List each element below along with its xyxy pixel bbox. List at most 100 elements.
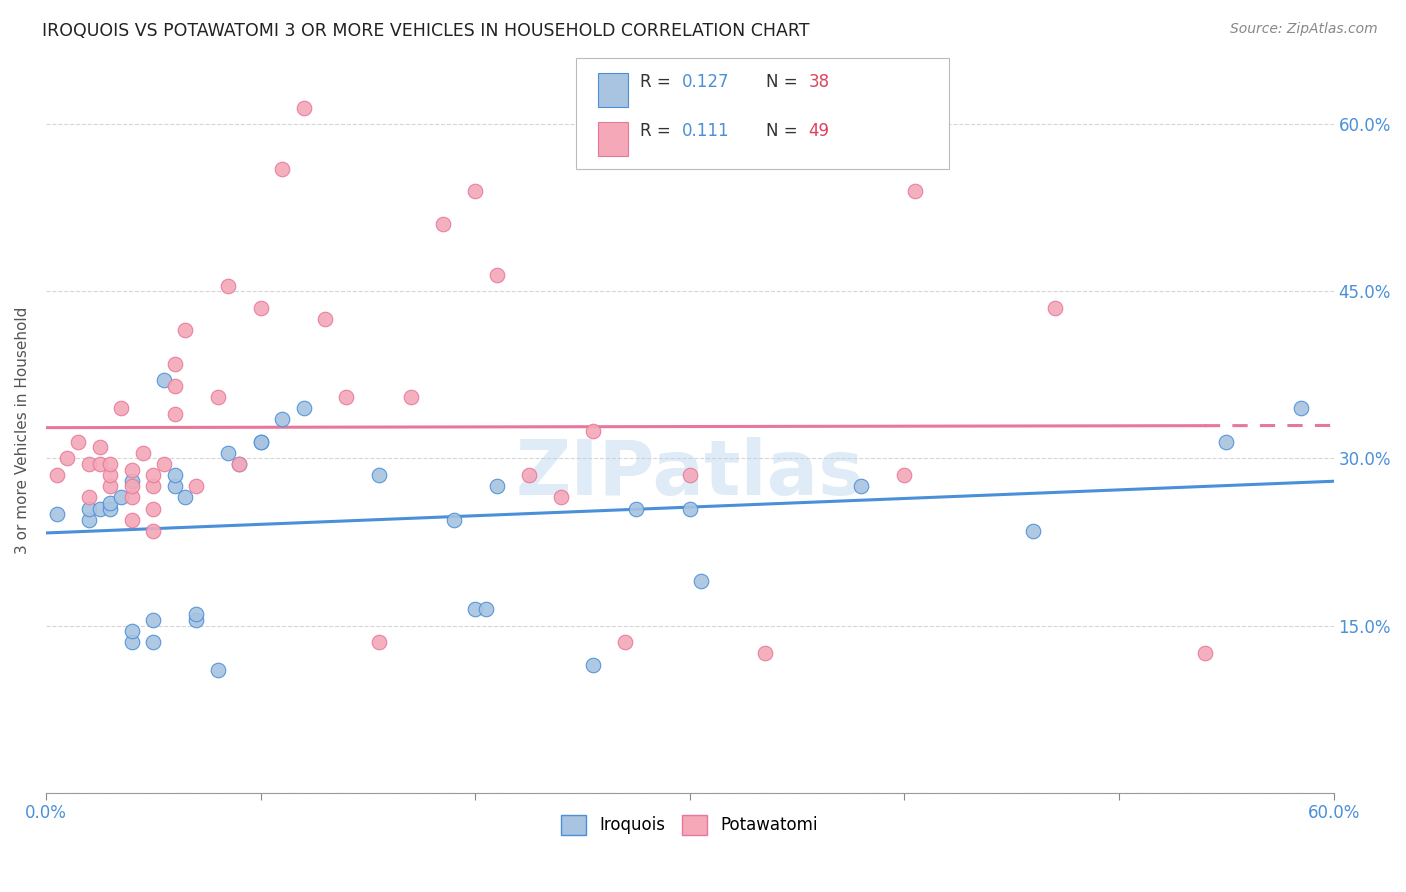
Point xyxy=(77,457,100,471)
Point xyxy=(121,491,143,505)
Point xyxy=(754,647,776,661)
Point xyxy=(550,491,572,505)
Point xyxy=(679,468,702,483)
Point xyxy=(335,390,357,404)
Point xyxy=(367,468,389,483)
Text: ZIPatlas: ZIPatlas xyxy=(516,437,865,511)
Point xyxy=(314,312,336,326)
Point xyxy=(98,501,121,516)
Point xyxy=(121,624,143,639)
Point xyxy=(142,613,165,627)
Point xyxy=(142,501,165,516)
Text: N =: N = xyxy=(766,73,803,91)
Point xyxy=(1022,524,1045,538)
Point xyxy=(443,513,465,527)
Point xyxy=(432,218,454,232)
Point xyxy=(163,468,186,483)
Point xyxy=(77,491,100,505)
Text: R =: R = xyxy=(640,73,676,91)
Point xyxy=(121,462,143,476)
Text: IROQUOIS VS POTAWATOMI 3 OR MORE VEHICLES IN HOUSEHOLD CORRELATION CHART: IROQUOIS VS POTAWATOMI 3 OR MORE VEHICLE… xyxy=(42,22,810,40)
Point xyxy=(131,446,153,460)
Point xyxy=(153,374,176,388)
Point xyxy=(98,479,121,493)
Point xyxy=(142,479,165,493)
Point xyxy=(485,268,508,282)
Point xyxy=(121,635,143,649)
Point xyxy=(45,468,67,483)
Point xyxy=(679,501,702,516)
Point xyxy=(56,451,79,466)
Point xyxy=(207,390,229,404)
Point xyxy=(163,407,186,421)
Point xyxy=(582,657,605,672)
Point xyxy=(77,501,100,516)
Point xyxy=(207,663,229,677)
Point xyxy=(77,513,100,527)
Point xyxy=(217,278,239,293)
Point xyxy=(271,161,294,176)
Point xyxy=(142,524,165,538)
Point xyxy=(45,507,67,521)
Point xyxy=(110,491,132,505)
Point xyxy=(1215,434,1237,449)
Point xyxy=(98,496,121,510)
Point xyxy=(1291,401,1313,416)
Point xyxy=(163,379,186,393)
Point xyxy=(464,602,486,616)
Point xyxy=(249,301,271,315)
Text: R =: R = xyxy=(640,122,681,140)
Point xyxy=(121,474,143,488)
Point xyxy=(517,468,540,483)
Point xyxy=(163,479,186,493)
Point xyxy=(1194,647,1216,661)
Point xyxy=(186,607,208,622)
Point xyxy=(153,457,176,471)
Point xyxy=(485,479,508,493)
Point xyxy=(142,468,165,483)
Point xyxy=(249,434,271,449)
Point xyxy=(98,468,121,483)
Point xyxy=(904,184,927,198)
Point xyxy=(367,635,389,649)
Point xyxy=(475,602,498,616)
Point xyxy=(174,491,197,505)
Text: 0.127: 0.127 xyxy=(682,73,730,91)
Text: Source: ZipAtlas.com: Source: ZipAtlas.com xyxy=(1230,22,1378,37)
Point xyxy=(186,479,208,493)
Point xyxy=(292,401,315,416)
Legend: Iroquois, Potawatomi: Iroquois, Potawatomi xyxy=(561,814,818,835)
Point xyxy=(89,457,111,471)
Point xyxy=(614,635,637,649)
Point xyxy=(271,412,294,426)
Point xyxy=(851,479,873,493)
Point xyxy=(228,457,250,471)
Text: 38: 38 xyxy=(808,73,830,91)
Point xyxy=(163,357,186,371)
Point xyxy=(582,424,605,438)
Point xyxy=(98,457,121,471)
Point xyxy=(186,613,208,627)
Point xyxy=(121,513,143,527)
Point xyxy=(89,440,111,454)
Point xyxy=(89,501,111,516)
Point xyxy=(121,479,143,493)
Point xyxy=(142,635,165,649)
Point xyxy=(228,457,250,471)
Point xyxy=(464,184,486,198)
Point xyxy=(110,401,132,416)
Point xyxy=(893,468,915,483)
Point xyxy=(624,501,647,516)
Y-axis label: 3 or more Vehicles in Household: 3 or more Vehicles in Household xyxy=(15,307,30,554)
Point xyxy=(292,101,315,115)
Text: 0.111: 0.111 xyxy=(682,122,730,140)
Text: 49: 49 xyxy=(808,122,830,140)
Point xyxy=(249,434,271,449)
Point xyxy=(174,323,197,337)
Text: N =: N = xyxy=(766,122,803,140)
Point xyxy=(1043,301,1066,315)
Point xyxy=(217,446,239,460)
Point xyxy=(67,434,90,449)
Point xyxy=(399,390,422,404)
Point xyxy=(689,574,711,588)
